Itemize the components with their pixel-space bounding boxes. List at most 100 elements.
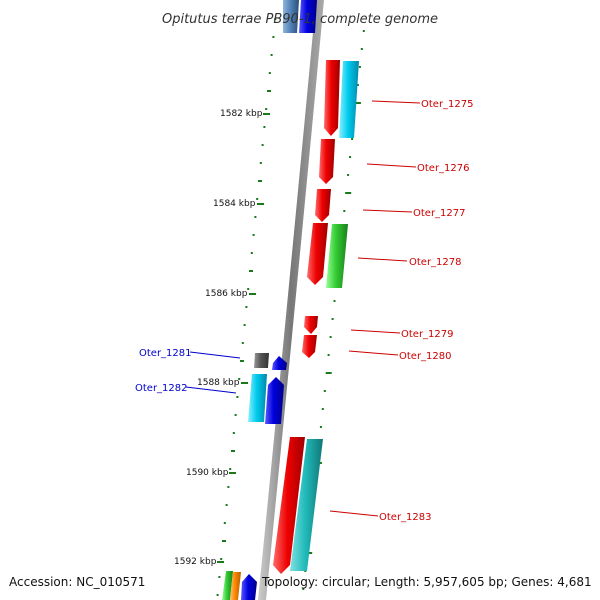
gene-feature[interactable]: [324, 60, 340, 136]
gene-label[interactable]: Oter_1281: [139, 348, 192, 359]
minor-tick: [261, 144, 264, 146]
minor-tick: [354, 102, 361, 104]
gene-feature[interactable]: [230, 572, 241, 600]
minor-tick: [272, 36, 275, 38]
gene-leader-line: [329, 510, 379, 517]
minor-tick: [216, 594, 219, 596]
minor-tick: [225, 504, 228, 506]
minor-tick: [347, 174, 350, 176]
gene-feature[interactable]: [222, 571, 233, 600]
kbp-label: 1582 kbp: [220, 109, 263, 119]
minor-tick: [259, 162, 262, 164]
minor-tick: [358, 66, 361, 68]
minor-tick: [270, 54, 273, 56]
minor-tick: [343, 210, 346, 212]
gene-leader-line: [366, 163, 417, 168]
page-title: Opitutus terrae PB90-1, complete genome: [162, 12, 438, 27]
minor-tick: [240, 360, 244, 362]
gene-label[interactable]: Oter_1282: [135, 383, 188, 394]
gene-feature[interactable]: [248, 374, 267, 422]
gene-feature[interactable]: [326, 224, 348, 288]
kbp-tick: [241, 382, 248, 384]
gene-leader-line: [189, 351, 241, 359]
gene-feature[interactable]: [307, 223, 328, 285]
kbp-tick: [229, 472, 236, 474]
minor-tick: [327, 354, 330, 356]
minor-tick: [321, 408, 324, 410]
minor-tick: [265, 108, 268, 110]
gene-feature[interactable]: [315, 189, 331, 222]
minor-tick: [258, 180, 262, 182]
minor-tick: [254, 216, 257, 218]
kbp-tick: [217, 561, 224, 563]
minor-tick: [220, 558, 223, 560]
minor-tick: [325, 372, 332, 374]
minor-tick: [268, 72, 271, 74]
kbp-tick: [257, 203, 264, 205]
kbp-tick: [263, 113, 270, 115]
minor-tick: [351, 138, 354, 140]
minor-tick: [267, 90, 271, 92]
minor-tick: [245, 306, 248, 308]
gene-feature[interactable]: [304, 316, 318, 334]
gene-label[interactable]: Oter_1283: [379, 512, 432, 523]
kbp-tick: [249, 293, 256, 295]
gene-leader-line: [348, 350, 399, 356]
topology-text: Topology: circular; Length: 5,957,605 bp…: [261, 575, 592, 589]
gene-feature[interactable]: [290, 439, 323, 571]
kbp-label: 1590 kbp: [186, 468, 229, 478]
minor-tick: [349, 156, 352, 158]
gene-feature[interactable]: [283, 0, 299, 33]
gene-leader-line: [350, 329, 401, 334]
gene-leader-line: [371, 100, 421, 104]
gene-feature[interactable]: [272, 356, 287, 370]
kbp-label: 1584 kbp: [213, 199, 256, 209]
minor-tick: [223, 522, 226, 524]
minor-tick: [236, 396, 239, 398]
gene-label[interactable]: Oter_1277: [413, 208, 466, 219]
minor-tick: [231, 450, 235, 452]
minor-tick: [229, 468, 232, 470]
minor-tick: [302, 588, 305, 590]
gene-feature[interactable]: [265, 377, 284, 424]
minor-tick: [362, 30, 365, 32]
minor-tick: [263, 126, 266, 128]
gene-feature[interactable]: [299, 0, 317, 33]
gene-feature[interactable]: [241, 574, 257, 600]
accession-text: Accession: NC_010571: [9, 575, 145, 589]
gene-feature[interactable]: [302, 335, 317, 358]
minor-tick: [243, 324, 246, 326]
minor-tick: [222, 540, 226, 542]
minor-tick: [234, 414, 237, 416]
minor-tick: [250, 252, 253, 254]
minor-tick: [323, 390, 326, 392]
minor-tick: [247, 288, 250, 290]
minor-tick: [274, 18, 277, 20]
gene-feature[interactable]: [273, 437, 305, 574]
gene-leader-line: [357, 257, 408, 262]
gene-label[interactable]: Oter_1279: [401, 329, 454, 340]
gene-label[interactable]: Oter_1275: [421, 99, 474, 110]
minor-tick: [252, 234, 255, 236]
gene-feature[interactable]: [254, 353, 269, 368]
gene-label[interactable]: Oter_1280: [399, 351, 452, 362]
minor-tick: [360, 48, 363, 50]
minor-tick: [345, 192, 352, 194]
minor-tick: [329, 336, 332, 338]
minor-tick: [306, 552, 313, 554]
gene-feature[interactable]: [319, 139, 335, 184]
gene-label[interactable]: Oter_1276: [417, 163, 470, 174]
gene-leader-line: [185, 386, 237, 394]
minor-tick: [319, 426, 322, 428]
minor-tick: [333, 300, 336, 302]
kbp-label: 1586 kbp: [205, 289, 248, 299]
minor-tick: [249, 270, 253, 272]
gene-label[interactable]: Oter_1278: [409, 257, 462, 268]
minor-tick: [218, 576, 221, 578]
genome-backbone: [258, 0, 324, 600]
minor-tick: [356, 84, 359, 86]
gene-feature[interactable]: [339, 61, 359, 138]
minor-tick: [227, 486, 230, 488]
kbp-label: 1592 kbp: [174, 557, 217, 567]
